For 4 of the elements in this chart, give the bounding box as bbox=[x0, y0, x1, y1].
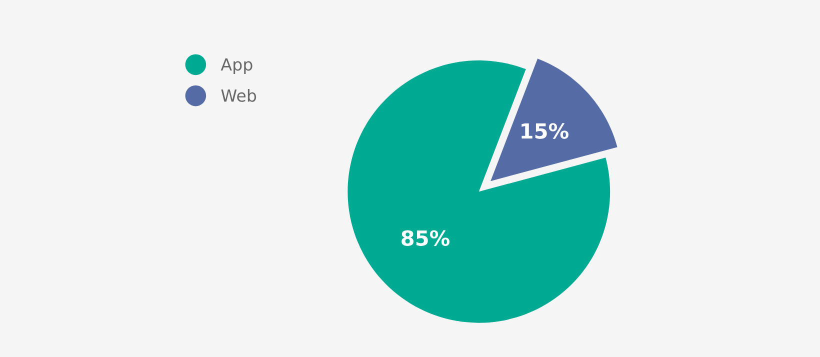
legend-label: App bbox=[220, 58, 252, 74]
data-label: 85% bbox=[402, 230, 450, 246]
data-label: 15% bbox=[522, 123, 568, 139]
legend-label: Web bbox=[221, 88, 256, 102]
